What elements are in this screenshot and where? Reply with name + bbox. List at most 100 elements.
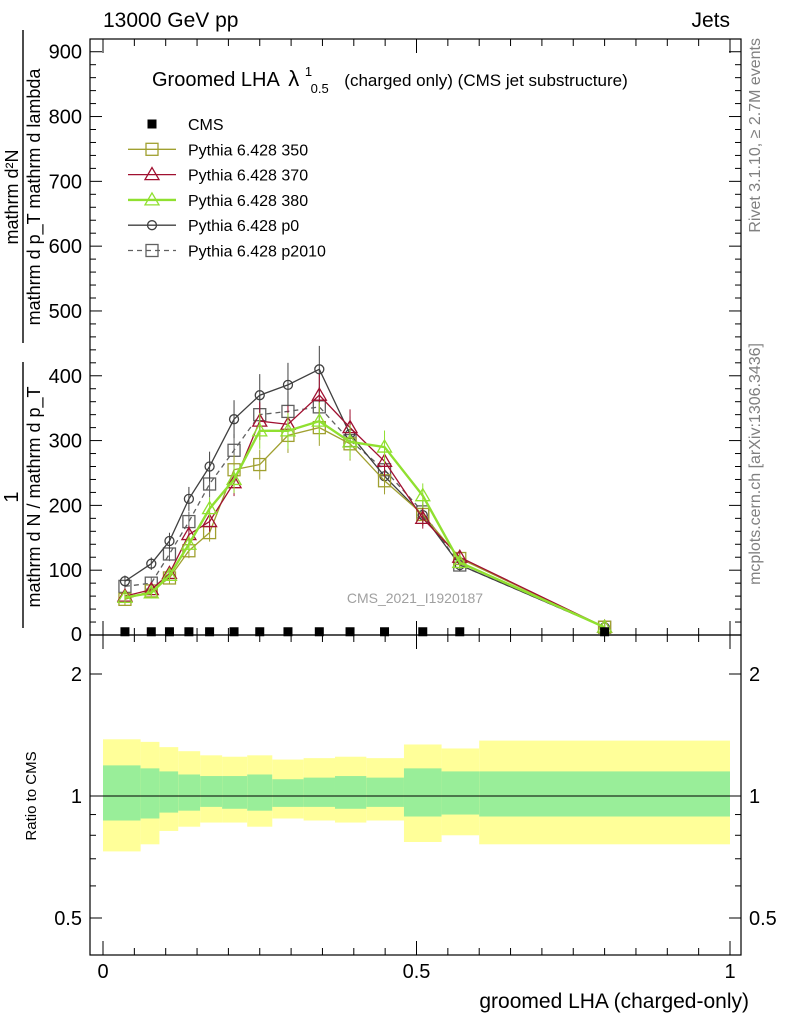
ratio-inner-band-13 — [479, 771, 730, 817]
data-point-cms — [229, 627, 239, 637]
data-point-p370 — [201, 513, 218, 528]
ratio-inner-band-7 — [272, 779, 304, 807]
data-point-p350 — [253, 457, 267, 472]
data-point-p0 — [204, 461, 215, 472]
ratio-inner-band-2 — [159, 771, 179, 813]
data-point-p380 — [311, 412, 328, 427]
y-tick-label: 800 — [49, 107, 82, 129]
series-cms — [120, 627, 610, 637]
data-point-p380 — [201, 500, 218, 515]
data-point-p380 — [414, 487, 431, 502]
rivet-version-text: Rivet 3.1.10, ≥ 2.7M events — [747, 38, 764, 233]
header-left: 13000 GeV pp — [103, 9, 238, 32]
y-tick-label: 200 — [49, 495, 82, 517]
ylabel-denominator-1: mathrm d N / mathrm d p_T — [24, 386, 45, 607]
x-tick-label: 1 — [724, 961, 735, 983]
ratio-axis-ticks: 0.5 0.5 1 1 2 2 — [54, 664, 777, 930]
y-tick-label: 700 — [49, 171, 82, 193]
ratio-inner-band-0 — [103, 765, 141, 821]
x-tick-label: 0.5 — [403, 961, 431, 983]
ratio-inner-band-4 — [200, 776, 223, 807]
ratio-inner-band-5 — [222, 776, 248, 809]
y-tick-label-zero: 0 — [71, 624, 82, 646]
legend-marker-p2010 — [145, 243, 159, 258]
data-point-p380 — [180, 535, 198, 550]
data-point-cms — [255, 627, 265, 637]
data-point-p380 — [251, 422, 268, 437]
ratio-tick-label-right: 1 — [749, 786, 760, 808]
x-axis-ticks: 0 0.5 1 — [97, 39, 736, 983]
plot-title-sub: 0.5 — [311, 81, 329, 96]
data-point-cms — [120, 627, 130, 637]
legend-label-p2010: Pythia 6.428 p2010 — [188, 244, 326, 261]
ratio-inner-band-6 — [247, 774, 273, 811]
data-point-p370 — [376, 453, 393, 467]
y-tick-label: 500 — [49, 301, 82, 323]
data-point-p0 — [164, 535, 175, 547]
y-tick-label: 300 — [49, 431, 82, 453]
x-axis-label: groomed LHA (charged-only) — [479, 990, 749, 1013]
data-point-p0 — [282, 379, 294, 390]
watermark-label: CMS_2021_I1920187 — [347, 590, 483, 606]
data-point-p0 — [254, 390, 265, 401]
legend-marker-cms — [147, 119, 157, 129]
data-point-cms — [205, 627, 215, 637]
data-point-cms — [184, 627, 194, 637]
ratio-tick-label-right: 2 — [749, 664, 760, 686]
plot-title-sup: 1 — [305, 64, 312, 79]
ylabel-denominator-2: mathrm d p_T mathrm d lambda — [24, 68, 45, 326]
data-point-cms — [380, 627, 390, 637]
data-point-cms — [418, 627, 428, 637]
data-point-cms — [146, 627, 156, 637]
ratio-inner-band-8 — [303, 777, 335, 807]
data-point-p0 — [314, 364, 325, 375]
x-tick-label: 0 — [97, 961, 108, 983]
y-tick-label: 400 — [49, 366, 82, 388]
data-point-cms — [314, 627, 324, 637]
data-point-cms — [600, 627, 610, 637]
series-line-p380 — [124, 419, 606, 629]
ylabel-numerator-2: mathrm d²N — [2, 149, 22, 244]
data-point-p380 — [451, 554, 468, 569]
data-point-p0 — [146, 558, 157, 569]
series-line-p0 — [124, 368, 605, 628]
data-point-p0 — [119, 576, 131, 587]
ratio-inner-band-10 — [366, 777, 404, 807]
data-point-p380 — [376, 438, 393, 453]
data-point-cms — [164, 627, 174, 637]
data-point-cms — [455, 627, 465, 637]
y-tick-label: 100 — [49, 560, 82, 582]
data-point-p380 — [279, 422, 297, 437]
data-point-p380 — [116, 589, 134, 604]
data-point-p380 — [161, 567, 178, 582]
ylabel-numerator-1: 1 — [1, 491, 23, 502]
ratio-inner-band-9 — [334, 776, 367, 809]
legend-marker-p350 — [145, 142, 159, 156]
y-tick-label: 600 — [49, 236, 82, 258]
legend-label-p350: Pythia 6.428 350 — [188, 142, 308, 159]
legend-label-cms: CMS — [188, 117, 224, 134]
ratio-inner-band-1 — [140, 768, 160, 819]
plot-title-main: Groomed LHA — [152, 69, 280, 91]
data-point-p380 — [143, 584, 160, 599]
main-axis-ticks: 100 200 300 400 500 600 700 800 900 0 — [49, 42, 741, 646]
legend-label-p380: Pythia 6.428 380 — [188, 193, 308, 210]
y-axis-label: 1 mathrm d N / mathrm d p_T mathrm d²N m… — [1, 30, 45, 628]
data-point-p380 — [225, 471, 243, 486]
data-point-p0 — [228, 414, 240, 425]
series-layer — [116, 345, 613, 637]
legend-label-p370: Pythia 6.428 370 — [188, 168, 308, 185]
legend-marker-p370 — [143, 166, 161, 181]
ratio-inner-band-12 — [441, 771, 480, 815]
data-point-cms — [283, 627, 293, 637]
data-point-p380 — [341, 433, 359, 448]
ratio-inner-band-11 — [403, 768, 442, 817]
ratio-tick-label-left: 1 — [71, 786, 82, 808]
data-point-p370 — [311, 386, 328, 401]
legend-marker-p0 — [146, 220, 158, 231]
ratio-plot-frame — [89, 634, 742, 956]
ratio-tick-label-right: 0.5 — [749, 908, 777, 930]
ratio-tick-label-left: 2 — [71, 664, 82, 686]
data-point-p0 — [183, 493, 195, 505]
